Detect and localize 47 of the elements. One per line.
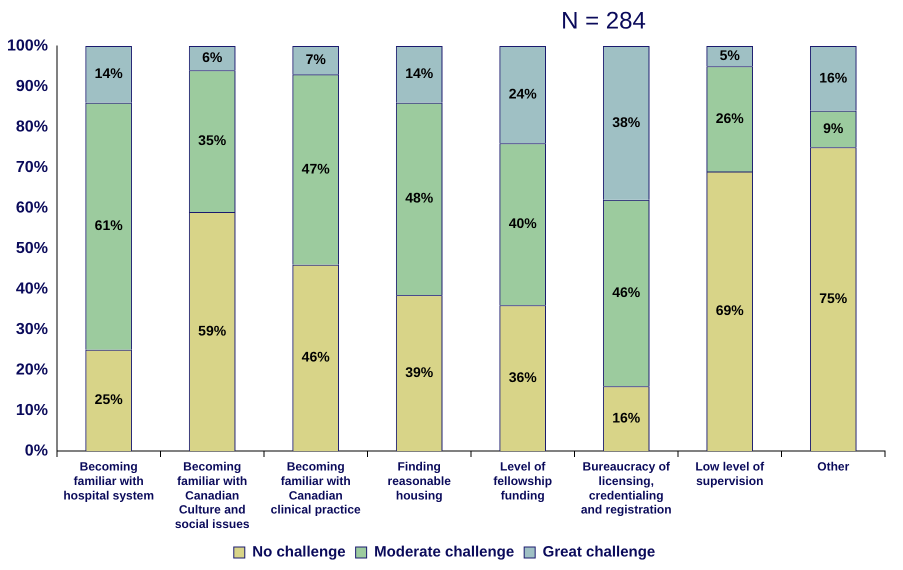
y-tick-label: 50% xyxy=(16,240,48,257)
data-label: 47% xyxy=(302,160,330,176)
y-tick-label: 40% xyxy=(16,280,48,298)
y-tick-label: 20% xyxy=(16,361,48,378)
x-tick-label: Becoming familiar with Canadian clinical practice xyxy=(270,460,362,517)
x-tick-label: Level of fellowship funding xyxy=(493,460,552,502)
data-label: 14% xyxy=(94,65,124,82)
x-tick-label: Becoming familiar with Canadian Culture and social issues xyxy=(174,460,250,532)
x-tick-label: Low level of supervision xyxy=(695,460,766,488)
data-label: 14% xyxy=(405,65,434,82)
y-tick-label: 70% xyxy=(16,158,48,176)
data-label: 38% xyxy=(612,114,641,130)
x-tick-label: Bureaucracy of licensing, credentialing and registration xyxy=(580,460,672,517)
data-label: 48% xyxy=(405,190,434,206)
x-tick-label: Finding reasonable housing xyxy=(388,460,452,502)
data-label: 46% xyxy=(612,284,641,300)
data-label: 5% xyxy=(720,46,740,63)
legend-label: Great challenge xyxy=(542,544,656,561)
chart-title: N = 284 xyxy=(561,8,646,35)
legend-label: Moderate challenge xyxy=(374,544,514,561)
x-tick-label: Becoming familiar with hospital system xyxy=(63,460,154,502)
legend-label: No challenge xyxy=(252,544,346,561)
y-tick-label: 30% xyxy=(16,320,48,338)
data-label: 36% xyxy=(508,368,538,385)
data-label: 7% xyxy=(306,51,326,68)
data-label: 61% xyxy=(94,217,124,234)
data-label: 9% xyxy=(823,120,844,136)
data-label: 40% xyxy=(508,215,538,232)
data-label: 46% xyxy=(302,348,330,365)
y-tick-label: 0% xyxy=(24,442,48,460)
data-label: 59% xyxy=(198,322,227,338)
data-label: 35% xyxy=(198,132,227,148)
data-label: 16% xyxy=(612,409,641,426)
data-label: 16% xyxy=(819,69,848,86)
y-tick-label: 80% xyxy=(16,118,48,136)
data-label: 39% xyxy=(405,364,434,380)
y-tick-label: 90% xyxy=(16,78,48,95)
x-tick-label: Other xyxy=(817,460,850,474)
data-label: 26% xyxy=(716,110,744,126)
y-tick-label: 10% xyxy=(16,402,48,419)
data-label: 24% xyxy=(508,85,538,102)
data-label: 69% xyxy=(716,302,744,318)
y-tick-label: 60% xyxy=(16,199,48,216)
y-tick-label: 100% xyxy=(7,37,48,54)
data-label: 75% xyxy=(819,290,848,306)
data-label: 25% xyxy=(94,391,124,408)
data-label: 6% xyxy=(202,49,223,66)
